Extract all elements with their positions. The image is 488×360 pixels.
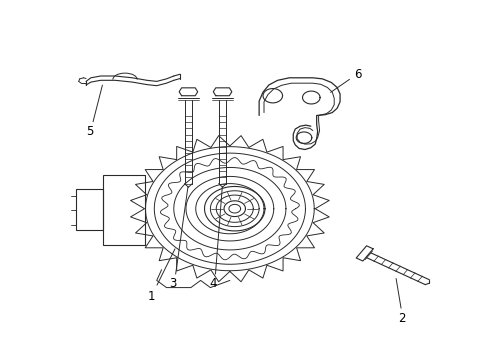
Text: 5: 5 — [86, 125, 93, 138]
Text: 3: 3 — [169, 278, 176, 291]
Text: 1: 1 — [148, 290, 155, 303]
Text: 2: 2 — [397, 311, 405, 325]
Text: 4: 4 — [209, 278, 216, 291]
Text: 6: 6 — [354, 68, 361, 81]
